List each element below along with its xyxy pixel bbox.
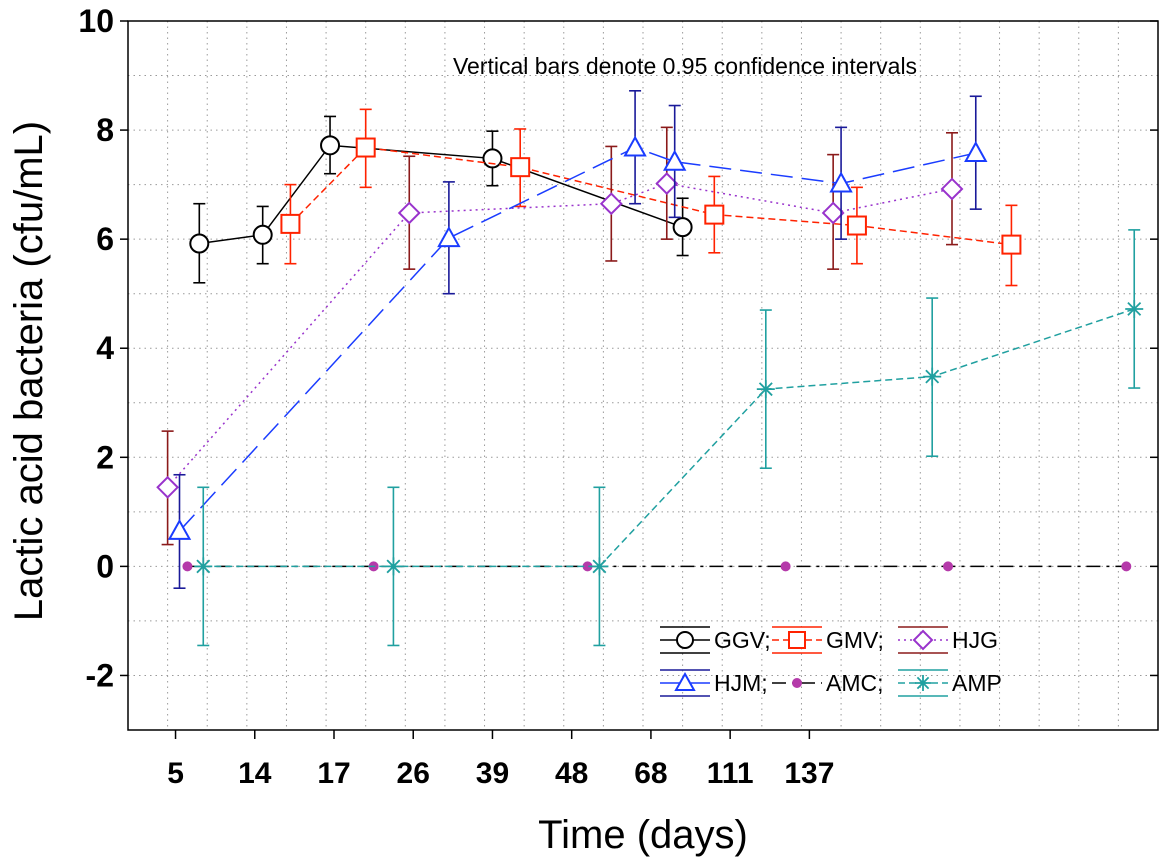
legend-marker xyxy=(788,631,806,649)
x-tick-label: 39 xyxy=(476,757,509,790)
data-point xyxy=(397,201,421,225)
series-0 xyxy=(189,115,693,284)
data-point xyxy=(590,557,609,576)
x-tick-label: 111 xyxy=(707,757,754,790)
series-5 xyxy=(194,229,1144,647)
data-point xyxy=(252,224,273,245)
y-tick-label: 10 xyxy=(78,3,114,39)
y-tick-label: 2 xyxy=(96,439,114,475)
data-point xyxy=(599,192,623,216)
data-point xyxy=(821,201,845,225)
data-point xyxy=(662,149,687,171)
data-point xyxy=(1121,561,1132,572)
legend-label: GGV; xyxy=(714,627,771,653)
y-tick-label: 6 xyxy=(96,221,114,257)
legend-label: GMV; xyxy=(826,627,884,653)
data-point xyxy=(964,140,988,162)
legend-item: AMP xyxy=(898,669,1002,697)
y-tick-label: 4 xyxy=(96,330,114,366)
data-point xyxy=(182,561,193,572)
y-axis-title: Lactic acid bacteria (cfu/mL) xyxy=(7,121,51,621)
data-point xyxy=(189,233,210,254)
x-tick-label: 137 xyxy=(784,757,834,790)
legend: GGV; GMV; HJG HJM; AMC; AMP xyxy=(660,626,1002,697)
legend-label: AMC; xyxy=(826,670,884,696)
data-point xyxy=(194,557,213,576)
x-axis-title: Time (days) xyxy=(538,813,748,857)
data-point xyxy=(829,171,853,193)
data-point xyxy=(655,172,679,195)
data-point xyxy=(672,217,693,238)
series-group xyxy=(156,90,1144,647)
y-tick-label: 8 xyxy=(96,112,114,148)
data-point xyxy=(623,135,647,157)
data-point xyxy=(943,561,954,572)
legend-item: GMV; xyxy=(772,626,884,654)
data-point xyxy=(320,135,341,156)
legend-marker xyxy=(676,631,694,649)
series-3 xyxy=(167,90,988,590)
legend-label: HJG xyxy=(952,627,998,653)
x-tick-label: 14 xyxy=(238,757,272,790)
legend-marker xyxy=(792,678,802,688)
y-axis: 10 8 6 4 2 0 -2 xyxy=(78,3,1158,693)
data-point xyxy=(846,215,867,236)
legend-marker xyxy=(912,629,934,651)
series-line xyxy=(203,308,1135,568)
legend-marker xyxy=(915,675,931,691)
data-point xyxy=(156,475,180,499)
series-line xyxy=(289,146,1012,246)
data-point xyxy=(940,177,964,201)
y-tick-label: -2 xyxy=(86,657,114,693)
x-tick-label: 26 xyxy=(397,757,430,790)
series-line xyxy=(178,146,976,532)
series-line xyxy=(167,182,953,488)
confidence-interval-annotation: Vertical bars denote 0.95 confidence int… xyxy=(453,53,917,79)
data-point xyxy=(384,557,403,576)
data-point xyxy=(780,561,791,572)
y-tick-label: 0 xyxy=(96,548,114,584)
data-point xyxy=(756,380,775,399)
x-tick-label: 68 xyxy=(634,757,667,790)
data-point xyxy=(482,148,503,169)
x-axis: 5 14 17 26 39 48 68 111 137 xyxy=(167,730,834,790)
data-point xyxy=(704,204,725,225)
series-1 xyxy=(280,108,1022,287)
data-point xyxy=(510,157,531,178)
x-tick-label: 48 xyxy=(555,757,588,790)
data-point xyxy=(280,213,301,234)
data-point xyxy=(355,137,376,158)
legend-item: HJM; xyxy=(660,669,768,697)
legend-item: HJG xyxy=(898,626,998,654)
data-point xyxy=(923,367,942,386)
legend-marker xyxy=(674,671,696,691)
series-4 xyxy=(182,561,1132,572)
data-point xyxy=(167,518,192,540)
data-point xyxy=(1125,299,1144,318)
data-point xyxy=(1001,234,1022,255)
grid xyxy=(128,21,1158,730)
legend-item: AMC; xyxy=(772,670,884,696)
series-2 xyxy=(156,126,964,546)
x-tick-label: 5 xyxy=(167,757,184,790)
data-point xyxy=(437,226,461,248)
legend-label: HJM; xyxy=(714,670,768,696)
legend-label: AMP xyxy=(952,670,1002,696)
plot-area-frame xyxy=(127,20,1159,731)
x-tick-label: 17 xyxy=(317,757,350,790)
legend-item: GGV; xyxy=(660,626,771,654)
